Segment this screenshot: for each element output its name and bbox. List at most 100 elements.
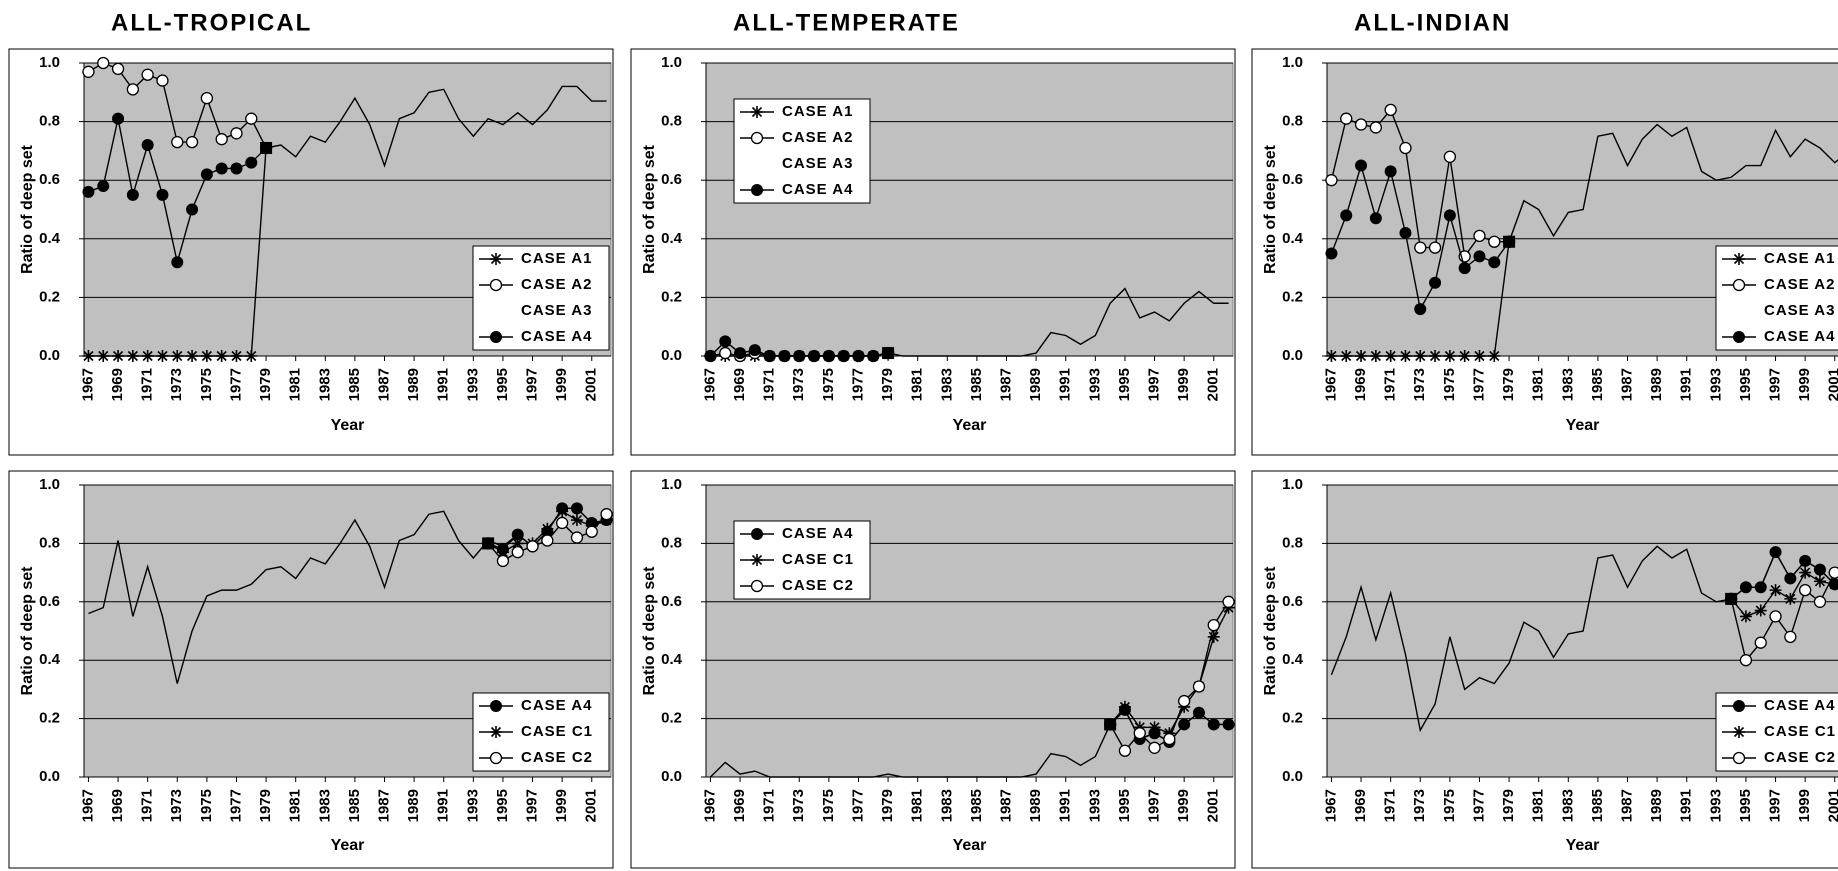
x-tick-label: 1991 bbox=[1678, 368, 1695, 401]
x-tick-label: 1989 bbox=[1027, 789, 1044, 822]
open-circle-marker bbox=[1207, 619, 1220, 632]
open-circle-marker bbox=[1118, 744, 1132, 757]
star-marker bbox=[126, 350, 139, 362]
x-tick-label: 1983 bbox=[1559, 368, 1576, 401]
y-axis-label: Ratio of deep set bbox=[641, 566, 658, 696]
filled-circle-marker bbox=[1369, 212, 1382, 225]
open-circle-marker bbox=[570, 531, 584, 544]
x-tick-label: 1971 bbox=[761, 789, 778, 822]
legend: CASE A1 CASE A2 CASE A3 CASE A4 bbox=[1715, 245, 1838, 351]
panel-title: ALL-INDIAN bbox=[1354, 9, 1511, 36]
legend-label: CASE A3 bbox=[521, 302, 592, 319]
open-circle-marker bbox=[1192, 680, 1206, 693]
star-marker bbox=[1739, 610, 1752, 623]
star-marker bbox=[570, 514, 583, 527]
square-marker bbox=[260, 141, 273, 154]
filled-circle-marker bbox=[200, 168, 213, 181]
square-marker bbox=[882, 347, 895, 360]
filled-circle-marker bbox=[126, 188, 139, 201]
legend-label: CASE A4 bbox=[521, 328, 592, 345]
filled-circle-marker bbox=[1429, 276, 1442, 289]
x-tick-label: 1977 bbox=[849, 789, 866, 822]
y-tick-label: 1.0 bbox=[661, 54, 682, 71]
filled-circle-marker bbox=[490, 331, 502, 343]
square-marker bbox=[482, 537, 495, 550]
y-tick-label: 0.8 bbox=[39, 113, 60, 130]
filled-circle-marker bbox=[215, 162, 228, 175]
star-marker bbox=[200, 350, 213, 362]
square-marker bbox=[1104, 718, 1117, 731]
filled-circle-marker bbox=[171, 256, 184, 269]
x-tick-label: 1979 bbox=[257, 368, 274, 401]
x-tick-label: 1981 bbox=[287, 368, 304, 401]
filled-circle-marker bbox=[1733, 700, 1745, 712]
filled-circle-marker bbox=[156, 188, 169, 201]
y-tick-label: 0.0 bbox=[1282, 768, 1303, 785]
x-tick-label: 1977 bbox=[849, 368, 866, 401]
panel-title: ALL-TEMPERATE bbox=[733, 9, 960, 36]
open-circle-marker bbox=[126, 83, 140, 96]
filled-circle-marker bbox=[808, 350, 821, 362]
x-tick-label: 1969 bbox=[109, 368, 126, 401]
y-tick-label: 0.8 bbox=[661, 113, 682, 130]
star-marker bbox=[1458, 350, 1471, 362]
star-marker bbox=[1429, 350, 1442, 362]
star-marker bbox=[1488, 350, 1501, 362]
x-tick-label: 1969 bbox=[731, 368, 748, 401]
x-tick-label: 1987 bbox=[1618, 789, 1635, 822]
x-tick-label: 1989 bbox=[1027, 368, 1044, 401]
open-circle-marker bbox=[200, 92, 214, 105]
filled-circle-marker bbox=[1355, 159, 1368, 172]
filled-circle-marker bbox=[1784, 572, 1797, 585]
x-tick-label: 1977 bbox=[227, 368, 244, 401]
y-tick-label: 0.8 bbox=[1282, 534, 1303, 551]
x-tick-label: 1983 bbox=[1559, 789, 1576, 822]
open-circle-marker bbox=[526, 540, 539, 553]
x-tick-label: 1973 bbox=[1411, 368, 1428, 401]
x-tick-label: 1969 bbox=[1352, 789, 1369, 822]
x-axis-label: Year bbox=[1566, 837, 1600, 854]
panel-title: ALL-TROPICAL bbox=[111, 9, 312, 36]
x-tick-label: 1989 bbox=[405, 789, 422, 822]
legend-label: CASE A2 bbox=[782, 129, 853, 146]
star-marker bbox=[541, 522, 554, 535]
star-marker bbox=[97, 350, 110, 362]
filled-circle-marker bbox=[1443, 209, 1456, 222]
filled-circle-marker bbox=[1414, 303, 1427, 316]
y-tick-label: 0.0 bbox=[39, 768, 60, 785]
legend-label: CASE A4 bbox=[1764, 328, 1835, 345]
filled-circle-marker bbox=[1458, 262, 1471, 275]
x-tick-label: 1973 bbox=[1411, 789, 1428, 822]
star-marker bbox=[1414, 350, 1427, 362]
open-circle-marker bbox=[1784, 630, 1797, 643]
y-tick-label: 0.0 bbox=[661, 347, 682, 364]
legend-label: CASE A2 bbox=[521, 276, 592, 293]
open-circle-marker bbox=[511, 546, 524, 559]
open-circle-marker bbox=[1222, 595, 1235, 608]
star-marker bbox=[1813, 575, 1826, 588]
filled-circle-marker bbox=[793, 350, 806, 362]
x-tick-label: 2001 bbox=[1205, 368, 1222, 401]
open-circle-marker bbox=[585, 525, 598, 538]
star-marker bbox=[751, 554, 763, 566]
filled-circle-marker bbox=[852, 350, 865, 362]
legend: CASE A4 CASE C1 CASE C2 bbox=[1715, 692, 1838, 772]
x-tick-label: 1997 bbox=[524, 368, 541, 401]
y-tick-label: 0.6 bbox=[661, 593, 682, 610]
filled-circle-marker bbox=[1733, 331, 1745, 343]
legend-label: CASE C1 bbox=[782, 551, 854, 568]
y-tick-label: 0.8 bbox=[661, 534, 682, 551]
open-circle-marker bbox=[82, 65, 95, 78]
open-circle-marker bbox=[1473, 229, 1486, 243]
open-circle-marker bbox=[555, 516, 569, 530]
star-marker bbox=[1769, 584, 1782, 597]
y-tick-label: 0.4 bbox=[1282, 230, 1304, 247]
y-tick-label: 0.2 bbox=[661, 710, 682, 727]
x-tick-label: 1989 bbox=[1648, 789, 1665, 822]
star-marker bbox=[1369, 350, 1382, 362]
open-circle-marker bbox=[1354, 118, 1368, 131]
star-marker bbox=[1754, 604, 1767, 617]
x-tick-label: 1969 bbox=[109, 789, 126, 822]
legend: CASE A1 CASE A2 CASE A3 CASE A4 bbox=[472, 245, 610, 351]
open-circle-marker bbox=[750, 579, 764, 593]
